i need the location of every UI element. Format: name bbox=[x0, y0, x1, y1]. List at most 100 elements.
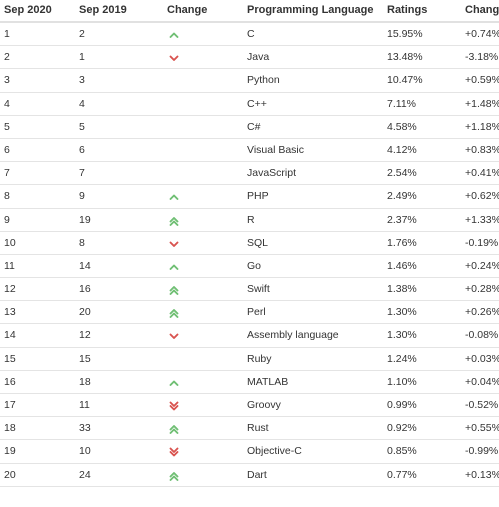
rank-2020-cell: 3 bbox=[4, 74, 10, 87]
language-cell: C++ bbox=[247, 97, 267, 110]
rank-2020-cell: 20 bbox=[4, 468, 16, 481]
rank-2019-cell: 19 bbox=[79, 213, 91, 226]
rank-2019-cell: 10 bbox=[79, 445, 91, 458]
language-cell: Assembly language bbox=[247, 329, 339, 342]
rank-2019-cell: 24 bbox=[79, 468, 91, 481]
table-row: 3 3 Python 10.47% +0.59% bbox=[0, 69, 499, 93]
change-percent-cell: +1.33% bbox=[465, 213, 499, 226]
table-header: Sep 2020 Sep 2019 Change Programming Lan… bbox=[0, 0, 499, 23]
change-percent-cell: +0.28% bbox=[465, 283, 499, 296]
rank-2019-cell: 16 bbox=[79, 283, 91, 296]
change-percent-cell: +0.24% bbox=[465, 259, 499, 272]
chevron-up-icon bbox=[167, 255, 181, 278]
table-row: 17 11 Groovy 0.99% -0.52% bbox=[0, 394, 499, 418]
language-cell: C# bbox=[247, 120, 261, 133]
language-cell: Groovy bbox=[247, 399, 281, 411]
change-percent-cell: -0.99% bbox=[465, 445, 499, 458]
change-percent-cell: +0.41% bbox=[465, 167, 499, 180]
header-ratings[interactable]: Ratings bbox=[387, 4, 428, 16]
header-language[interactable]: Programming Language bbox=[247, 4, 374, 16]
rank-2020-cell: 8 bbox=[4, 190, 10, 203]
chevron-up-icon bbox=[167, 371, 181, 394]
rating-cell: 4.58% bbox=[387, 120, 417, 133]
rank-2020-cell: 4 bbox=[4, 97, 10, 110]
table-body: 1 2 C 15.95% +0.74% 2 1 Java 13.48% -3.18% 3 3 Pytho… bbox=[0, 23, 499, 487]
double-chevron-up-icon bbox=[167, 464, 181, 487]
no-change-icon bbox=[167, 93, 181, 116]
change-percent-cell: +0.04% bbox=[465, 375, 499, 388]
header-change-percent[interactable]: Change bbox=[465, 4, 499, 16]
header-rank-2019[interactable]: Sep 2019 bbox=[79, 4, 127, 16]
rank-2020-cell: 5 bbox=[4, 120, 10, 133]
rank-2019-cell: 3 bbox=[79, 74, 85, 87]
change-percent-cell: +0.03% bbox=[465, 352, 499, 365]
rank-2019-cell: 7 bbox=[79, 167, 85, 180]
rank-2019-cell: 15 bbox=[79, 352, 91, 365]
rating-cell: 15.95% bbox=[387, 28, 423, 40]
rank-2020-cell: 17 bbox=[4, 399, 16, 411]
double-chevron-up-icon bbox=[167, 417, 181, 440]
language-cell: Java bbox=[247, 51, 270, 64]
rank-2020-cell: 15 bbox=[4, 352, 16, 365]
table-row: 20 24 Dart 0.77% +0.13% bbox=[0, 464, 499, 487]
change-percent-cell: +0.83% bbox=[465, 143, 499, 156]
rank-2020-cell: 13 bbox=[4, 306, 16, 319]
table-row: 8 9 PHP 2.49% +0.62% bbox=[0, 185, 499, 209]
change-percent-cell: +1.18% bbox=[465, 120, 499, 133]
rank-2019-cell: 1 bbox=[79, 51, 85, 64]
rating-cell: 0.77% bbox=[387, 468, 417, 481]
rank-2019-cell: 12 bbox=[79, 329, 91, 342]
rating-cell: 2.54% bbox=[387, 167, 417, 180]
chevron-down-icon bbox=[167, 232, 181, 255]
language-cell: PHP bbox=[247, 190, 269, 203]
rank-2019-cell: 20 bbox=[79, 306, 91, 319]
language-cell: Visual Basic bbox=[247, 143, 305, 156]
header-rank-2020[interactable]: Sep 2020 bbox=[4, 4, 52, 16]
table-row: 2 1 Java 13.48% -3.18% bbox=[0, 46, 499, 70]
rank-2019-cell: 8 bbox=[79, 236, 85, 249]
rating-cell: 1.30% bbox=[387, 329, 417, 342]
rating-cell: 1.24% bbox=[387, 352, 417, 365]
rank-2019-cell: 5 bbox=[79, 120, 85, 133]
rank-2019-cell: 2 bbox=[79, 28, 85, 40]
no-change-icon bbox=[167, 139, 181, 162]
rating-cell: 1.10% bbox=[387, 375, 417, 388]
rating-cell: 0.85% bbox=[387, 445, 417, 458]
table-row: 18 33 Rust 0.92% +0.55% bbox=[0, 417, 499, 441]
change-percent-cell: +0.62% bbox=[465, 190, 499, 203]
header-change-arrow[interactable]: Change bbox=[167, 4, 208, 16]
change-percent-cell: +0.74% bbox=[465, 28, 499, 40]
rank-2020-cell: 16 bbox=[4, 375, 16, 388]
rank-2019-cell: 4 bbox=[79, 97, 85, 110]
change-percent-cell: +0.55% bbox=[465, 422, 499, 435]
change-percent-cell: -3.18% bbox=[465, 51, 499, 64]
change-percent-cell: +1.48% bbox=[465, 97, 499, 110]
language-cell: Python bbox=[247, 74, 280, 87]
double-chevron-up-icon bbox=[167, 301, 181, 324]
language-cell: Go bbox=[247, 259, 262, 272]
language-cell: Swift bbox=[247, 283, 270, 296]
no-change-icon bbox=[167, 69, 181, 92]
table-row: 4 4 C++ 7.11% +1.48% bbox=[0, 93, 499, 116]
table-row: 11 14 Go 1.46% +0.24% bbox=[0, 255, 499, 279]
chevron-up-icon bbox=[167, 185, 181, 208]
no-change-icon bbox=[167, 162, 181, 185]
rating-cell: 1.76% bbox=[387, 236, 417, 249]
change-percent-cell: -0.19% bbox=[465, 236, 499, 249]
rank-2019-cell: 14 bbox=[79, 259, 91, 272]
rank-2020-cell: 2 bbox=[4, 51, 10, 64]
rating-cell: 7.11% bbox=[387, 97, 416, 110]
rank-2020-cell: 18 bbox=[4, 422, 16, 435]
language-cell: SQL bbox=[247, 236, 269, 249]
table-row: 15 15 Ruby 1.24% +0.03% bbox=[0, 348, 499, 371]
rank-2019-cell: 33 bbox=[79, 422, 91, 435]
rank-2020-cell: 1 bbox=[4, 28, 10, 40]
rating-cell: 0.99% bbox=[387, 399, 417, 411]
table-row: 9 19 R 2.37% +1.33% bbox=[0, 209, 499, 232]
rating-cell: 2.37% bbox=[387, 213, 417, 226]
rank-2020-cell: 6 bbox=[4, 143, 10, 156]
rank-2020-cell: 14 bbox=[4, 329, 16, 342]
language-cell: MATLAB bbox=[247, 375, 289, 388]
language-cell: Ruby bbox=[247, 352, 272, 365]
rating-cell: 4.12% bbox=[387, 143, 417, 156]
